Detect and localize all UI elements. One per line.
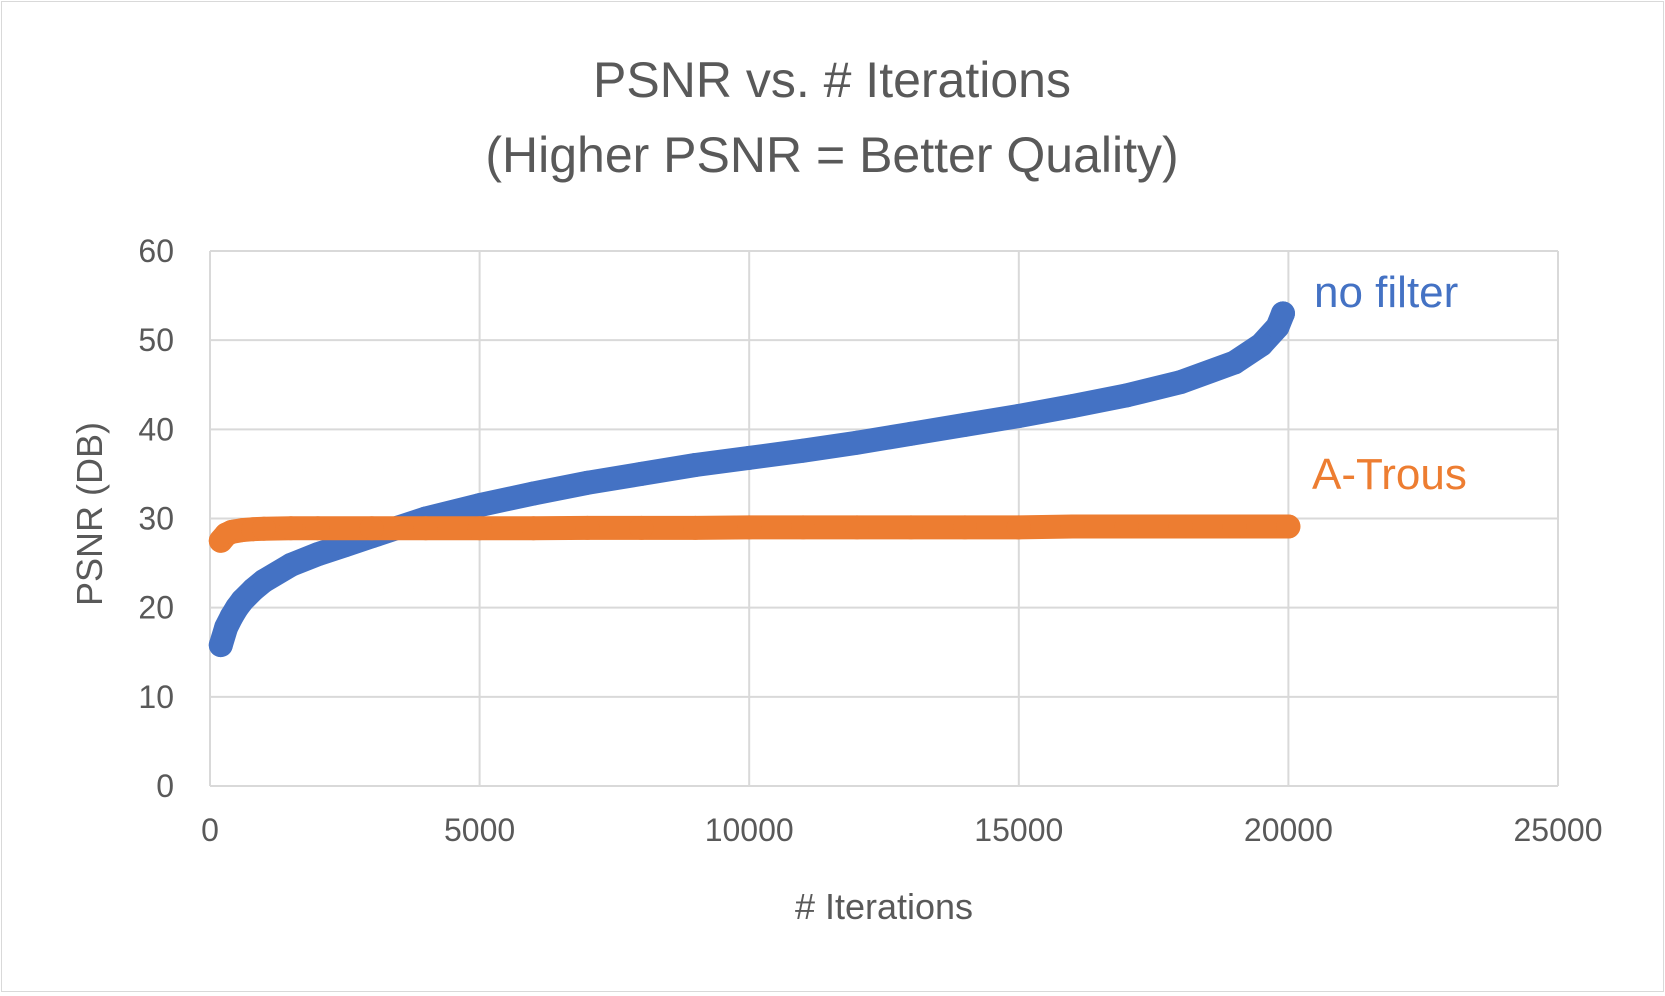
x-tick-label: 20000 <box>1244 812 1333 848</box>
data-point <box>1271 301 1295 326</box>
data-point <box>845 430 869 455</box>
y-tick-label: 60 <box>138 233 174 269</box>
series-label-no-filter: no filter <box>1314 268 1458 317</box>
data-point <box>952 412 977 437</box>
y-tick-label: 10 <box>138 679 174 715</box>
data-point <box>683 453 708 477</box>
data-point <box>1222 350 1247 375</box>
series-layer <box>208 301 1301 658</box>
series-0 <box>208 301 1295 658</box>
series-1 <box>208 514 1301 553</box>
data-point <box>1222 514 1247 539</box>
series-line-0 <box>208 301 1295 658</box>
x-tick-label: 0 <box>201 812 219 848</box>
series-label-a-trous: A-Trous <box>1312 450 1467 499</box>
data-point <box>359 516 384 541</box>
data-point <box>1168 514 1193 539</box>
data-point <box>683 515 708 540</box>
data-point <box>575 470 600 495</box>
data-point <box>629 515 654 540</box>
data-point <box>737 445 762 470</box>
data-point <box>413 516 438 541</box>
data-point <box>1006 404 1031 428</box>
data-point <box>1276 514 1301 539</box>
x-axis-ticks: 0 5000 10000 15000 20000 25000 <box>201 812 1602 848</box>
data-point <box>899 515 923 540</box>
data-point <box>845 515 869 540</box>
data-point <box>737 515 762 540</box>
data-point <box>305 516 330 541</box>
data-point <box>1168 370 1193 395</box>
data-point <box>1114 514 1139 539</box>
data-point <box>791 438 816 463</box>
data-point <box>575 515 600 540</box>
y-tick-label: 40 <box>138 411 174 447</box>
data-point <box>251 516 276 541</box>
chart-title: PSNR vs. # Iterations <box>593 52 1071 108</box>
data-point <box>899 421 923 446</box>
data-point <box>1249 332 1274 357</box>
data-point <box>251 568 276 593</box>
x-tick-label: 5000 <box>444 812 515 848</box>
chart-subtitle: (Higher PSNR = Better Quality) <box>485 127 1178 183</box>
data-point <box>1060 514 1085 539</box>
data-point <box>521 516 546 541</box>
y-tick-label: 30 <box>138 501 174 537</box>
x-tick-label: 25000 <box>1514 812 1603 848</box>
data-point <box>1060 394 1085 419</box>
data-point <box>1114 383 1139 408</box>
y-axis-label: PSNR (DB) <box>69 422 110 606</box>
data-point <box>1006 515 1031 540</box>
data-point <box>791 515 816 540</box>
y-tick-label: 50 <box>138 322 174 358</box>
y-tick-label: 0 <box>156 768 174 804</box>
x-axis-label: # Iterations <box>795 886 973 927</box>
data-point <box>467 493 492 518</box>
data-point <box>521 481 546 506</box>
data-point <box>278 552 303 577</box>
x-tick-label: 10000 <box>705 812 794 848</box>
data-point <box>629 461 654 486</box>
y-tick-label: 20 <box>138 590 174 626</box>
data-point <box>278 516 303 541</box>
data-point <box>467 516 492 541</box>
data-point <box>305 542 330 567</box>
x-tick-label: 15000 <box>974 812 1063 848</box>
y-axis-ticks: 0 10 20 30 40 50 60 <box>138 233 174 804</box>
data-point <box>952 515 977 540</box>
